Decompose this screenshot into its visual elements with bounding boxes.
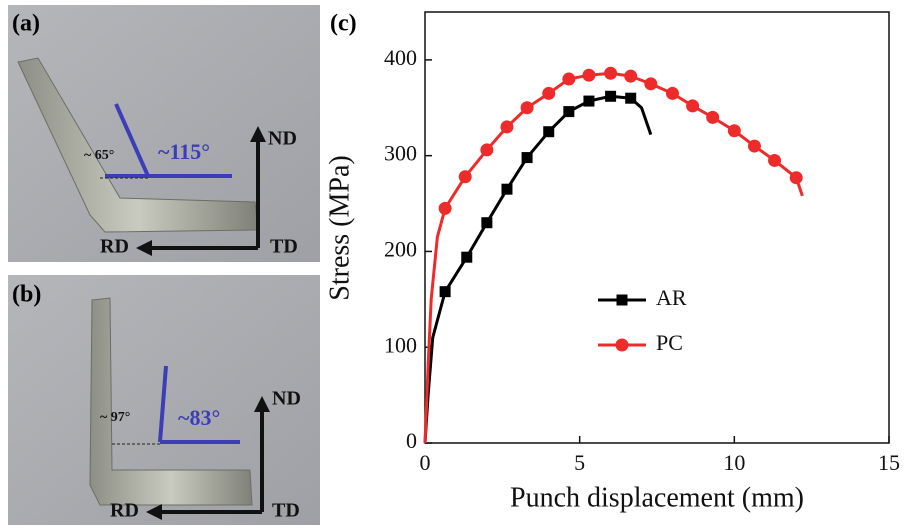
angle-label: ~ 65° [84, 148, 114, 163]
marker [624, 69, 638, 83]
marker [706, 110, 720, 124]
angle-line [114, 103, 150, 177]
marker [520, 101, 534, 115]
marker [644, 77, 658, 91]
marker [604, 66, 618, 80]
legend-label: PC [656, 330, 683, 355]
marker [542, 86, 556, 100]
marker [543, 126, 555, 138]
y-tick-label: 200 [384, 236, 417, 261]
angle-label: ~115° [158, 139, 210, 164]
direction-label: RD [110, 500, 139, 522]
line [423, 71, 804, 444]
x-tick-label: 15 [878, 450, 900, 475]
panel-label: (a) [12, 11, 40, 37]
legend-marker [616, 294, 628, 306]
marker [583, 95, 595, 107]
marker [563, 106, 575, 118]
x-axis-label: Punch displacement (mm) [510, 482, 804, 513]
marker [605, 90, 617, 102]
arrow-head [254, 396, 270, 412]
x-tick-label: 10 [723, 450, 745, 475]
marker [686, 99, 700, 113]
marker [727, 124, 741, 138]
photo-a: (a) ~ 65° ~115° ND RD TD [8, 5, 320, 262]
x-tick-label: 5 [574, 450, 585, 475]
y-axis-label: Stress (MPa) [324, 155, 355, 300]
arrow-head [146, 504, 162, 520]
marker [665, 86, 679, 100]
marker [789, 171, 803, 185]
y-tick-label: 300 [384, 141, 417, 166]
marker [500, 120, 514, 134]
marker [438, 201, 452, 215]
marker [480, 143, 494, 157]
angle-label: ~83° [178, 405, 220, 430]
y-tick-label: 100 [384, 332, 417, 357]
marker [481, 217, 493, 229]
direction-label: RD [100, 236, 129, 258]
marker [768, 153, 782, 167]
marker [461, 251, 473, 263]
legend-label: AR [656, 285, 687, 310]
x-tick-label: 0 [420, 450, 431, 475]
direction-label: ND [272, 388, 301, 410]
y-tick-label: 400 [384, 45, 417, 70]
specimen [89, 297, 253, 506]
direction-label: ND [268, 128, 297, 150]
panel-label: (b) [12, 282, 41, 308]
marker [582, 68, 596, 82]
y-tick-label: 0 [406, 428, 417, 453]
photo-b: (b) ~ 97° ~83° ND RD TD [8, 275, 320, 525]
marker [439, 286, 451, 298]
arrow-head [250, 126, 266, 142]
plot-frame [424, 11, 890, 444]
direction-label: TD [270, 236, 298, 258]
angle-label: ~ 97° [100, 410, 130, 425]
direction-label: TD [272, 500, 300, 522]
line [423, 94, 653, 444]
legend-marker [615, 338, 629, 352]
panel-label: (c) [330, 11, 357, 37]
marker [625, 92, 637, 104]
arrow-head [136, 240, 152, 256]
marker [458, 170, 472, 184]
marker [562, 72, 576, 86]
marker [501, 183, 513, 195]
marker [521, 152, 533, 164]
angle-line [158, 365, 168, 443]
marker [747, 139, 761, 153]
